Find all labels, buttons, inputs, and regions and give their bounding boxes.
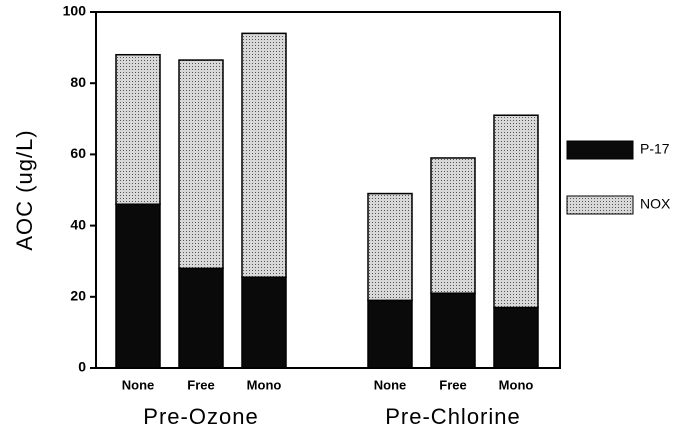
bar-segment bbox=[115, 53, 161, 205]
bar-segment bbox=[493, 306, 539, 369]
legend-label: NOX bbox=[640, 196, 671, 212]
bar-segment bbox=[178, 267, 224, 369]
y-tick-label: 20 bbox=[70, 288, 86, 304]
bar-segment bbox=[241, 276, 287, 369]
bar-segment bbox=[178, 59, 224, 270]
x-tick-label: Free bbox=[439, 377, 466, 392]
y-tick-label: 100 bbox=[63, 3, 87, 19]
bar-segment bbox=[241, 32, 287, 278]
legend-swatch bbox=[566, 140, 634, 160]
group-label: Pre-Ozone bbox=[143, 404, 258, 429]
bar-segment bbox=[430, 292, 476, 369]
bar-segment bbox=[115, 203, 161, 369]
group-label: Pre-Chlorine bbox=[385, 404, 521, 429]
y-tick-label: 80 bbox=[70, 74, 86, 90]
bar-segment bbox=[367, 299, 413, 369]
y-tick-label: 40 bbox=[70, 216, 86, 232]
y-tick-label: 0 bbox=[78, 359, 86, 375]
bar-segment bbox=[430, 157, 476, 294]
legend-swatch bbox=[566, 195, 634, 215]
legend-label: P-17 bbox=[640, 141, 670, 157]
x-tick-label: Free bbox=[187, 377, 214, 392]
bar-segment bbox=[493, 114, 539, 309]
plot-frame bbox=[95, 11, 561, 369]
x-tick-label: Mono bbox=[247, 377, 282, 392]
bar-segment bbox=[367, 192, 413, 302]
y-tick-label: 60 bbox=[70, 145, 86, 161]
y-axis-label: AOC (ug/L) bbox=[12, 129, 37, 250]
x-tick-label: None bbox=[122, 377, 155, 392]
x-tick-label: None bbox=[374, 377, 407, 392]
x-tick-label: Mono bbox=[499, 377, 534, 392]
